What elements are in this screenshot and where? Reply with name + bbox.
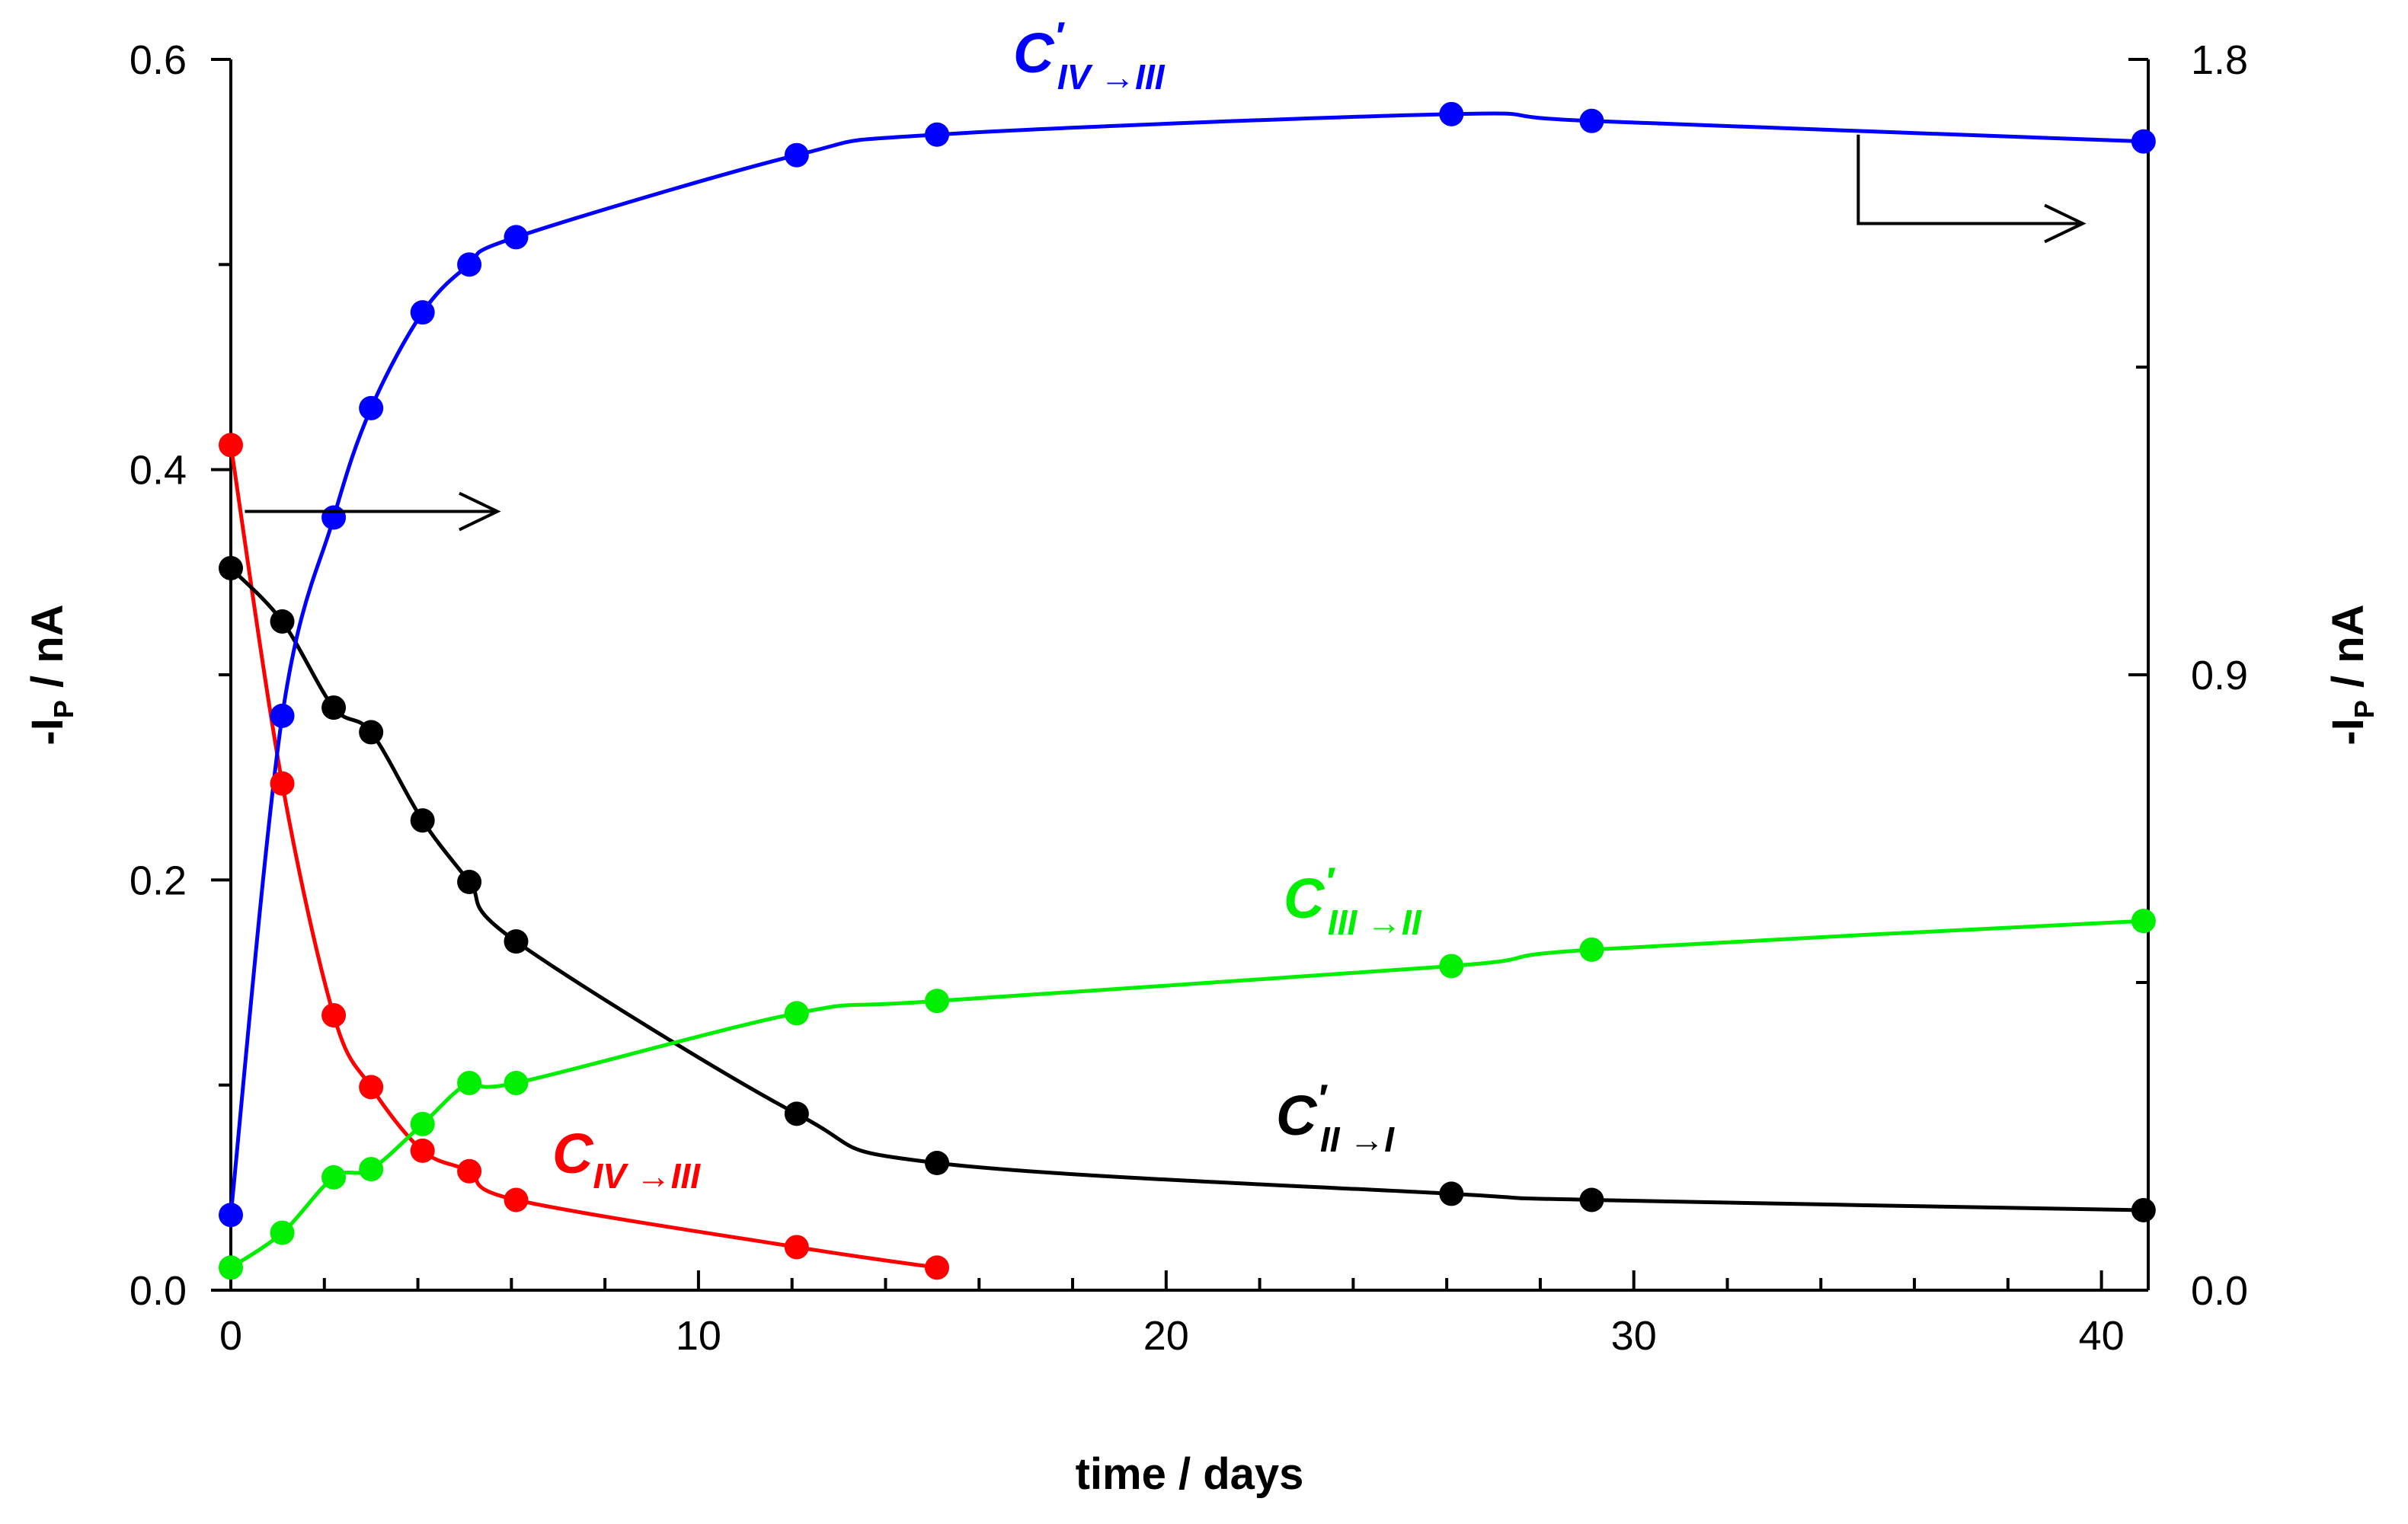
y-left-tick-label: 0.6 xyxy=(130,37,187,83)
annotations xyxy=(245,134,2087,532)
data-point xyxy=(1579,1187,1604,1212)
data-point xyxy=(270,609,295,634)
data-point xyxy=(1579,108,1604,133)
data-point xyxy=(924,1151,949,1176)
y-right-tick-label: 0.9 xyxy=(2191,653,2248,698)
data-point xyxy=(784,1101,809,1126)
data-point xyxy=(410,808,435,833)
data-point xyxy=(457,1070,482,1095)
data-point xyxy=(359,395,384,420)
x-tick-label: 30 xyxy=(1611,1313,1657,1359)
data-point xyxy=(410,300,435,325)
data-point xyxy=(321,505,347,530)
data-point xyxy=(2131,1197,2156,1222)
y-left-tick-label: 0.0 xyxy=(130,1268,187,1314)
y-left-axis-title: -IP / nA xyxy=(23,604,79,745)
y-right-axis-title: -IP / nA xyxy=(2323,604,2380,745)
data-point xyxy=(219,1203,243,1228)
data-point xyxy=(784,1001,809,1026)
data-point xyxy=(321,1165,347,1190)
data-point xyxy=(270,1220,295,1245)
y-left-tick-label: 0.2 xyxy=(130,858,187,903)
label-c-iii-ii-green: C′ III →II xyxy=(1284,860,1422,942)
label-c-iv-iii-blue: C′ IV →III xyxy=(1013,14,1166,97)
x-tick-label: 40 xyxy=(2079,1313,2125,1359)
data-point xyxy=(1439,101,1464,126)
data-point xyxy=(359,720,384,745)
data-point xyxy=(219,1255,243,1280)
x-tick-label: 0 xyxy=(219,1313,242,1359)
data-point xyxy=(1439,1181,1464,1206)
x-tick-label: 10 xyxy=(676,1313,721,1359)
y-right-tick-label: 0.0 xyxy=(2191,1268,2248,1314)
data-point xyxy=(457,252,482,277)
data-point xyxy=(924,989,949,1014)
right-axis-arrow-right xyxy=(1856,134,2087,244)
data-point xyxy=(270,703,295,728)
data-point xyxy=(219,555,243,580)
series-line-1 xyxy=(229,567,2144,1212)
data-point xyxy=(321,1003,347,1028)
data-point xyxy=(1579,937,1604,962)
data-point xyxy=(784,1235,809,1260)
data-point xyxy=(924,122,949,147)
axes: 0 10 20 30 40 0.0 0.2 0.4 0.6 0.0 0.9 1.8 xyxy=(130,37,2248,1359)
data-point xyxy=(2131,909,2156,934)
data-point xyxy=(410,1111,435,1136)
label-c-ii-i-black: C′ II →I xyxy=(1276,1077,1395,1159)
x-tick-label: 20 xyxy=(1143,1313,1189,1359)
data-point xyxy=(321,695,347,720)
y-right-tick-label: 1.8 xyxy=(2191,37,2248,83)
data-point xyxy=(504,1187,529,1212)
data-point xyxy=(270,771,295,796)
x-axis-title: time / days xyxy=(1076,1449,1304,1499)
data-point xyxy=(457,870,482,895)
data-point xyxy=(784,142,809,168)
data-point xyxy=(1439,954,1464,979)
series-line-3 xyxy=(229,111,2144,1216)
right-axis-arrow-left xyxy=(245,491,501,532)
data-point xyxy=(504,1070,529,1095)
data-point xyxy=(2131,129,2156,154)
data-point xyxy=(410,1138,435,1163)
data-point xyxy=(504,225,529,250)
y-left-tick-label: 0.4 xyxy=(130,448,187,494)
data-point xyxy=(359,1157,384,1182)
labels: time / days -IP / nA -IP / nA CIV →III C′ II … xyxy=(23,14,2380,1499)
label-c-iv-iii-red: CIV →III xyxy=(552,1122,701,1196)
data-point xyxy=(457,1158,482,1184)
data-point xyxy=(504,929,529,954)
data-point xyxy=(359,1075,384,1100)
data-point xyxy=(924,1255,949,1280)
data-point xyxy=(219,433,243,458)
series-points xyxy=(219,101,2156,1280)
